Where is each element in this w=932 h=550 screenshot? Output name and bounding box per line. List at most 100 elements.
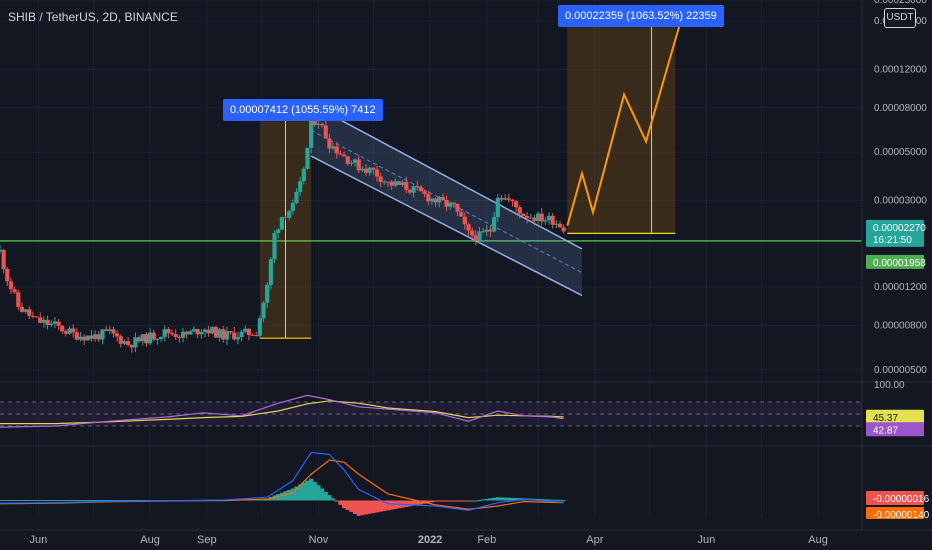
macd-histogram-bar: [118, 500, 123, 502]
time-tick-label: Apr: [586, 534, 603, 546]
price-tick-label: 0.00025000: [874, 0, 927, 6]
candle-body: [140, 334, 145, 342]
candle-body: [539, 213, 544, 222]
candle-body: [528, 217, 533, 219]
candle-body: [272, 233, 277, 260]
candle-body: [250, 334, 255, 336]
candle-body: [122, 341, 127, 344]
macd-histogram-bar: [122, 500, 127, 502]
candle-body: [133, 337, 138, 348]
macd-histogram-bar: [444, 500, 449, 502]
candle-body: [213, 327, 219, 338]
macd-histogram-bar: [510, 497, 515, 501]
macd-histogram-bar: [89, 500, 94, 502]
macd-histogram-bar: [323, 491, 328, 501]
candle-body: [184, 331, 189, 335]
candle-body: [466, 224, 471, 231]
current-price-label: 16:21:50: [873, 235, 912, 246]
candle-body: [378, 176, 383, 182]
macd-histogram-bar: [16, 499, 21, 501]
candle-body: [309, 115, 314, 148]
macd-histogram-bar: [426, 500, 431, 503]
macd-histogram-bar: [298, 484, 303, 501]
macd-histogram-bar: [514, 498, 519, 501]
candle-body: [506, 198, 511, 200]
candle-body: [41, 319, 47, 323]
candle-body: [360, 168, 365, 171]
rsi-band-fill: [0, 402, 862, 426]
candle-body: [19, 306, 25, 312]
macd-histogram-bar: [503, 497, 508, 501]
time-tick-label: Jun: [30, 534, 48, 546]
candle-body: [118, 336, 123, 344]
candle-body: [338, 153, 343, 155]
candle-body: [1, 249, 6, 269]
candle-body: [462, 216, 467, 225]
candle-body: [327, 138, 332, 149]
macd-signal-value-label-bg: [866, 507, 924, 519]
candle-body: [320, 123, 325, 126]
candle-body: [455, 203, 460, 212]
rsi-axis-top-label: 100.00: [874, 380, 905, 391]
candle-body: [499, 197, 504, 200]
macd-histogram-bar: [499, 497, 504, 501]
macd-histogram-bar: [294, 486, 299, 501]
candle-body: [495, 197, 500, 218]
candle-body: [514, 201, 519, 208]
candle-body: [279, 216, 284, 230]
current-price-label: 0.00002270: [873, 223, 926, 234]
candle-body: [89, 335, 94, 339]
macd-histogram-bar: [12, 499, 17, 501]
current-price-label-bg: [866, 219, 924, 247]
macd-histogram-bar: [448, 500, 453, 502]
macd-histogram-bar: [382, 500, 387, 512]
candle-body: [158, 336, 164, 339]
measure-boxes[interactable]: [259, 6, 676, 339]
measure-label-left[interactable]: 0.00007412 (1055.59%) 7412: [223, 99, 383, 121]
currency-button[interactable]: USDT: [884, 8, 916, 28]
macd-histogram-bar: [488, 498, 493, 501]
candle-body: [155, 338, 160, 340]
macd-histogram-bar: [82, 500, 87, 502]
candle-body: [30, 315, 36, 317]
candle-body: [27, 309, 32, 316]
macd-histogram-bar: [312, 481, 317, 501]
candle-body: [437, 197, 442, 203]
candle-body: [374, 169, 380, 177]
time-tick-label: Jun: [698, 534, 716, 546]
macd-histogram-bar: [115, 500, 120, 502]
candle-body: [470, 230, 475, 236]
candle-body: [429, 198, 435, 202]
candle-body: [254, 335, 259, 337]
candle-body: [400, 182, 405, 185]
macd-histogram-bar: [78, 500, 83, 502]
macd-histogram-bar: [418, 500, 424, 505]
rsi-ma-value-label: 42.87: [873, 425, 898, 436]
macd-histogram-bar: [407, 500, 413, 507]
macd-histogram-bar: [481, 499, 486, 501]
macd-line: [0, 451, 564, 511]
measure-label-right[interactable]: 0.00022359 (1063.52%) 22359: [558, 5, 724, 27]
candle-body: [52, 321, 57, 324]
macd-histogram-bar: [492, 497, 497, 501]
candle-body: [261, 302, 266, 319]
macd-histogram-bar: [462, 500, 467, 502]
candle-body: [363, 168, 369, 173]
candle-body: [23, 309, 28, 312]
candle-body: [404, 182, 409, 190]
macd-histogram-bar: [96, 500, 101, 502]
macd-histogram-bar: [356, 500, 361, 516]
candle-body: [550, 215, 555, 225]
candle-body: [5, 268, 10, 282]
candle-body: [104, 329, 109, 331]
macd-histogram-bar: [374, 500, 380, 513]
candle-body: [191, 329, 197, 332]
support-price-label: 0.00001958: [873, 258, 926, 269]
symbol-title[interactable]: SHIB / TetherUS, 2D, BINANCE: [8, 10, 178, 24]
macd-histogram-bar: [63, 500, 68, 502]
macd-histogram-bar: [5, 499, 10, 501]
candle-body: [517, 207, 522, 214]
